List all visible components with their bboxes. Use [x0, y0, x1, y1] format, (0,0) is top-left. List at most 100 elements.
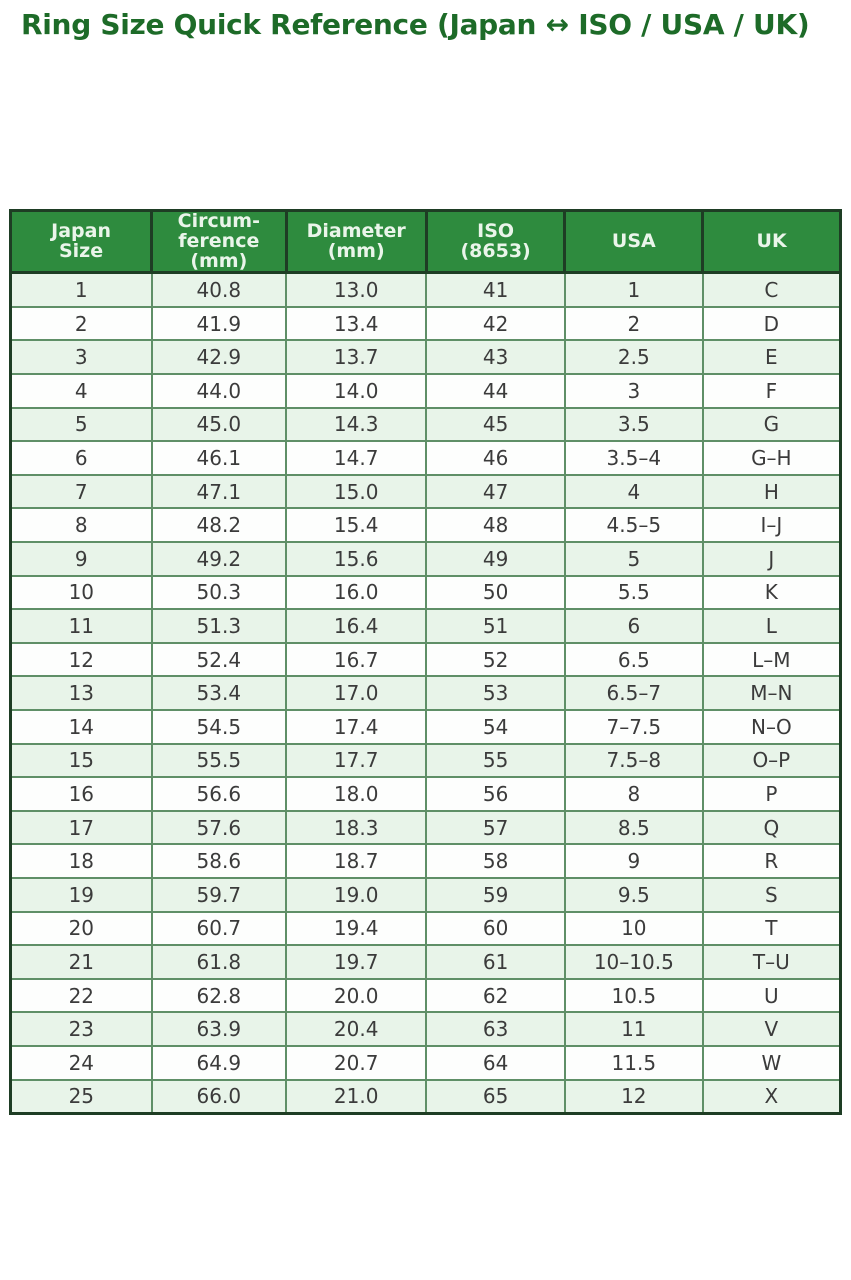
table-row: 10 50.3 16.0 50 5.5 K [9, 574, 842, 611]
table-cell: 2.5 [563, 339, 704, 376]
table-row: 17 57.6 18.3 57 8.5 Q [9, 809, 842, 846]
table-cell: 7 [9, 473, 153, 510]
table-cell: 23 [9, 1011, 153, 1047]
table-cell: 6.5 [563, 641, 704, 678]
table-cell: 13.4 [285, 305, 428, 342]
table-cell: 14.0 [285, 373, 428, 409]
table-cell: 10 [563, 910, 704, 947]
table-cell: G [701, 406, 842, 443]
table-row: 4 44.0 14.0 44 3 F [9, 373, 842, 409]
table-cell: 12 [9, 641, 153, 678]
table-cell: 49 [425, 541, 566, 577]
table-row: 25 66.0 21.0 65 12 X [9, 1078, 842, 1115]
table-cell: 3.5–4 [563, 440, 704, 476]
table-cell: 59 [425, 876, 566, 913]
table-cell: 9.5 [563, 876, 704, 913]
table-cell: 48.2 [150, 507, 288, 543]
column-header: UK [701, 208, 842, 275]
table-cell: 48 [425, 507, 566, 543]
table-cell: T [701, 910, 842, 947]
table-cell: Q [701, 809, 842, 846]
table-cell: 54 [425, 708, 566, 745]
table-cell: 22 [9, 977, 153, 1014]
table-cell: 17 [9, 809, 153, 846]
table-cell: 62 [425, 977, 566, 1014]
table-cell: 19 [9, 876, 153, 913]
table-cell: G–H [701, 440, 842, 476]
table-cell: 50 [425, 574, 566, 611]
table-cell: R [701, 843, 842, 879]
table-row: 3 42.9 13.7 43 2.5 E [9, 339, 842, 376]
table-cell: 60.7 [150, 910, 288, 947]
table-cell: 6 [9, 440, 153, 476]
table-cell: 10 [9, 574, 153, 611]
table-body: 1 40.8 13.0 41 1 C 2 41.9 13.4 42 2 D 3 42.9 13.7 43 2.5… [9, 271, 842, 1115]
table-cell: 15.6 [285, 541, 428, 577]
table-cell: 45 [425, 406, 566, 443]
table-cell: 1 [563, 271, 704, 308]
table-cell: 49.2 [150, 541, 288, 577]
table-cell: 51.3 [150, 608, 288, 644]
table-cell: 45.0 [150, 406, 288, 443]
table-cell: 8 [9, 507, 153, 543]
table-cell: 24 [9, 1044, 153, 1081]
table-cell: V [701, 1011, 842, 1047]
table-cell: 13.7 [285, 339, 428, 376]
table-cell: 12 [563, 1078, 704, 1115]
table-cell: 18.7 [285, 843, 428, 879]
table-cell: 54.5 [150, 708, 288, 745]
table-row: 15 55.5 17.7 55 7.5–8 O–P [9, 742, 842, 779]
table-row: 22 62.8 20.0 62 10.5 U [9, 977, 842, 1014]
table-cell: 58.6 [150, 843, 288, 879]
table-cell: 7–7.5 [563, 708, 704, 745]
table-cell: 65 [425, 1078, 566, 1115]
table-cell: 6 [563, 608, 704, 644]
table-cell: P [701, 776, 842, 812]
column-header: Circum- ference (mm) [150, 208, 288, 275]
table-cell: 4 [563, 473, 704, 510]
table-cell: 41 [425, 271, 566, 308]
header-row: Japan Size Circum- ference (mm) Diameter (… [8, 208, 842, 275]
table-cell: 41.9 [150, 305, 288, 342]
table-cell: 3 [9, 339, 153, 376]
table-cell: J [701, 541, 842, 577]
table-cell: 43 [425, 339, 566, 376]
page-title: Ring Size Quick Reference (Japan ↔ ISO /… [21, 8, 810, 41]
table-cell: 18.0 [285, 776, 428, 812]
table-cell: 5 [9, 406, 153, 443]
table-cell: 52 [425, 641, 566, 678]
table-cell: O–P [701, 742, 842, 779]
table-cell: E [701, 339, 842, 376]
table-row: 16 56.6 18.0 56 8 P [9, 776, 842, 812]
table-cell: 53.4 [150, 675, 288, 711]
table-cell: 53 [425, 675, 566, 711]
table-cell: 13.0 [285, 271, 428, 308]
table-cell: 46 [425, 440, 566, 476]
table-cell: 8.5 [563, 809, 704, 846]
table-row: 12 52.4 16.7 52 6.5 L–M [9, 641, 842, 678]
table-cell: 59.7 [150, 876, 288, 913]
table-cell: 15.0 [285, 473, 428, 510]
table-cell: 10–10.5 [563, 944, 704, 980]
table-cell: S [701, 876, 842, 913]
table-cell: 20 [9, 910, 153, 947]
table-row: 23 63.9 20.4 63 11 V [9, 1011, 842, 1047]
table-row: 13 53.4 17.0 53 6.5–7 M–N [9, 675, 842, 711]
table-cell: 58 [425, 843, 566, 879]
table-cell: 19.7 [285, 944, 428, 980]
table-cell: 15.4 [285, 507, 428, 543]
table-row: 1 40.8 13.0 41 1 C [9, 271, 842, 308]
table-cell: 40.8 [150, 271, 288, 308]
column-header: Japan Size [8, 208, 154, 275]
table-row: 2 41.9 13.4 42 2 D [9, 305, 842, 342]
table-cell: 7.5–8 [563, 742, 704, 779]
table-cell: 4 [9, 373, 153, 409]
table-cell: 11 [9, 608, 153, 644]
table-cell: 61.8 [150, 944, 288, 980]
table-cell: 6.5–7 [563, 675, 704, 711]
table-cell: X [701, 1078, 842, 1115]
table-cell: 55.5 [150, 742, 288, 779]
table-cell: 11.5 [563, 1044, 704, 1081]
table-cell: C [701, 271, 842, 308]
